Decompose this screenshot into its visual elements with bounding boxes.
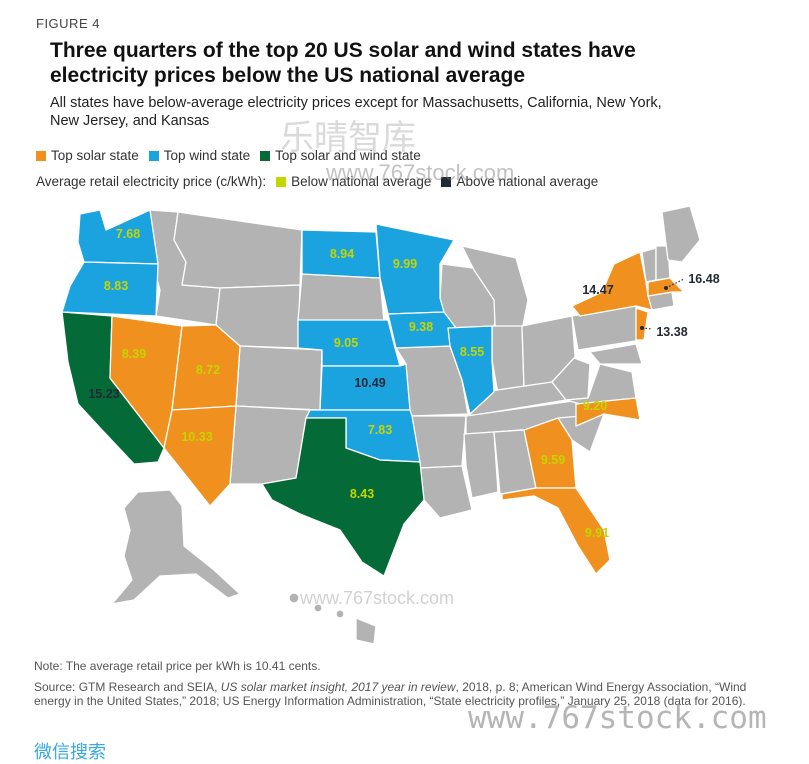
watermark-site-bottom: www.767stock.com xyxy=(468,700,767,736)
price-label-mn: 9.99 xyxy=(393,257,417,271)
legend-item-wind: Top wind state xyxy=(148,148,251,163)
leader-dot-ma xyxy=(664,286,668,290)
state-ut xyxy=(171,324,241,411)
legend-swatch-above xyxy=(441,176,452,187)
price-label-ca: 15.23 xyxy=(88,387,119,401)
state-wa xyxy=(77,209,159,265)
figure-note: Note: The average retail price per kWh i… xyxy=(34,659,321,673)
state-nc xyxy=(575,397,641,427)
legend-label-wind: Top wind state xyxy=(163,148,251,163)
state-sd xyxy=(297,273,385,323)
price-label-ga: 9.59 xyxy=(541,453,565,467)
price-label-wa: 7.68 xyxy=(116,227,140,241)
category-legend: Top solar state Top wind state Top solar… xyxy=(36,148,431,163)
leader-line-nj xyxy=(641,327,653,330)
legend-item-above: Above national average xyxy=(441,174,598,189)
price-label-ut: 8.72 xyxy=(196,363,220,377)
price-label-nv: 8.39 xyxy=(122,347,146,361)
state-me xyxy=(661,205,701,263)
state-az xyxy=(163,405,237,507)
price-label-tx: 8.43 xyxy=(350,487,374,501)
state-ms xyxy=(463,431,499,499)
state-ak xyxy=(111,489,241,605)
leader-lines xyxy=(641,278,685,330)
state-nj xyxy=(635,307,649,341)
state-hi-4 xyxy=(355,617,377,645)
price-legend-label: Average retail electricity price (c/kWh)… xyxy=(36,174,267,189)
state-la xyxy=(419,465,473,519)
state-hi-1 xyxy=(288,592,300,604)
figure-title: Three quarters of the top 20 US solar an… xyxy=(50,39,636,87)
price-label-az: 10.33 xyxy=(181,430,212,444)
legend-swatch-solar xyxy=(36,150,46,161)
state-md xyxy=(589,343,643,365)
price-label-ia: 9.38 xyxy=(409,320,433,334)
state-co xyxy=(235,345,323,411)
legend-swatch-wind xyxy=(148,150,159,161)
legend-label-solar-wind: Top solar and wind state xyxy=(275,148,421,163)
price-legend: Average retail electricity price (c/kWh)… xyxy=(36,174,608,189)
legend-swatch-solar-wind xyxy=(260,150,271,161)
price-label-il: 8.55 xyxy=(460,345,484,359)
price-label-nc: 9.20 xyxy=(583,399,607,413)
state-or xyxy=(61,261,159,317)
legend-label-below: Below national average xyxy=(291,174,432,189)
price-label-ok: 7.83 xyxy=(368,423,392,437)
watermark-site-mid: www.767stock.com xyxy=(326,160,515,185)
state-wv xyxy=(551,357,591,401)
source-rest: , 2018, p. 8; American Wind Energy Assoc… xyxy=(34,680,747,708)
state-mn xyxy=(375,223,455,315)
state-ny xyxy=(571,251,653,317)
price-label-nj: 13.38 xyxy=(656,325,687,339)
us-map: 7.68 8.83 15.23 8.39 8.72 10.33 8.94 9.9… xyxy=(61,205,720,645)
figure-subtitle: All states have below-average electricit… xyxy=(50,95,662,129)
source-title: US solar market insight, 2017 year in re… xyxy=(220,680,456,694)
watermark-cn-top: 乐晴智库 xyxy=(280,118,416,158)
figure-source: Source: GTM Research and SEIA, US solar … xyxy=(34,680,764,708)
watermark-cn-bottom: 微信搜索 xyxy=(34,742,106,762)
leader-dot-nj xyxy=(640,326,644,330)
state-hi-2 xyxy=(313,603,323,613)
state-tx xyxy=(261,417,425,577)
price-label-or: 8.83 xyxy=(104,279,128,293)
price-label-ne: 9.05 xyxy=(334,336,358,350)
legend-label-above: Above national average xyxy=(456,174,599,189)
price-label-nd: 8.94 xyxy=(330,247,354,261)
legend-item-solar: Top solar state xyxy=(36,148,139,163)
state-fl xyxy=(501,487,611,575)
figure-label: FIGURE 4 xyxy=(36,16,100,31)
highlighted-states xyxy=(61,209,685,577)
price-label-ny: 14.47 xyxy=(582,283,613,297)
legend-item-below: Below national average xyxy=(276,174,431,189)
legend-item-solar-wind: Top solar and wind state xyxy=(260,148,421,163)
state-price-labels: 7.68 8.83 15.23 8.39 8.72 10.33 8.94 9.9… xyxy=(88,227,719,540)
watermark-site-map: www.767stock.com xyxy=(300,588,455,608)
price-label-ma: 16.48 xyxy=(688,272,719,286)
other-states xyxy=(111,205,701,645)
state-ks xyxy=(319,363,411,411)
state-hi-3 xyxy=(335,609,345,619)
price-label-fl: 9.91 xyxy=(585,526,609,540)
state-in xyxy=(491,325,525,395)
source-prefix: Source: GTM Research and SEIA, xyxy=(34,680,221,694)
legend-swatch-below xyxy=(276,176,287,187)
state-ga xyxy=(523,417,577,489)
state-mt xyxy=(173,211,303,289)
state-il xyxy=(447,325,495,415)
price-label-ks: 10.49 xyxy=(354,376,385,390)
legend-label-solar: Top solar state xyxy=(51,148,139,163)
